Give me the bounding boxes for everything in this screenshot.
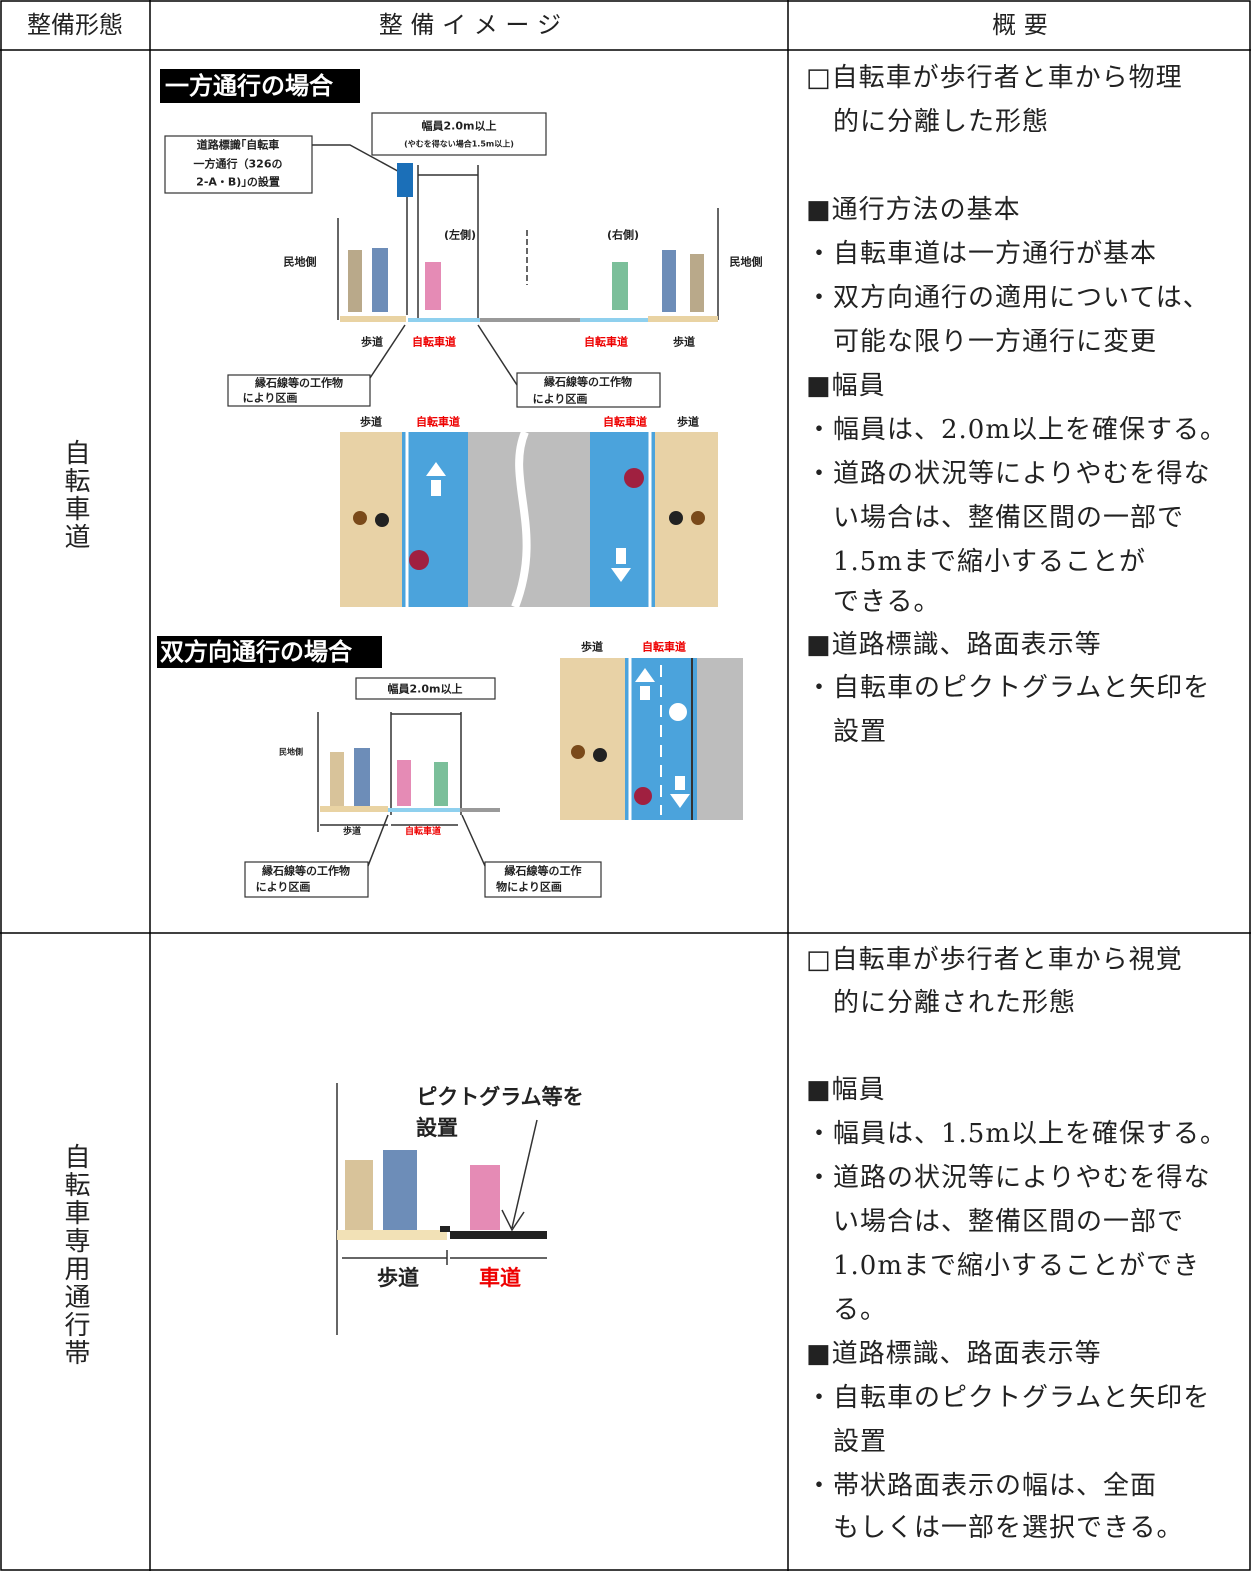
- diagram-label: (左側): [444, 228, 476, 242]
- summary-line: 設置: [833, 1427, 887, 1457]
- diagram-label: 縁石線等の工作: [505, 864, 582, 878]
- summary-line: 的に分離した形態: [833, 107, 1049, 137]
- summary-line: 可能な限り一方通行に変更: [833, 327, 1157, 357]
- summary-line: ・双方向通行の適用については、: [806, 283, 1210, 313]
- diagram-label: 2-A・B)｣の設置: [196, 175, 280, 189]
- summary-line: ・自転車道は一方通行が基本: [806, 239, 1157, 269]
- diagram-lane: ピクトグラム等を 設置 歩道 車道: [336, 1083, 584, 1335]
- diagram-label: 自転車道: [603, 415, 647, 429]
- diagram-label: 民地側: [730, 255, 763, 269]
- summary-line: ・幅員は、1.5m以上を確保する。: [806, 1119, 1227, 1149]
- summary-line: □自転車が歩行者と車から物理: [806, 63, 1183, 93]
- header-cell: 概 要: [992, 11, 1048, 39]
- summary-line: ■道路標識、路面表示等: [806, 630, 1102, 660]
- summary-line: 1.5mまで縮小することが: [833, 547, 1146, 577]
- diagram-label: 歩道: [361, 335, 383, 349]
- summary-line: ■通行方法の基本: [806, 195, 1021, 225]
- diagram-label: 一方通行（326の: [194, 157, 283, 171]
- summary-line: もしくは一部を選択できる。: [833, 1513, 1183, 1543]
- diagram-label: 歩道: [673, 335, 695, 349]
- diagram-label: 自転車道: [642, 640, 686, 654]
- diagram-two-way: 双方向通行の場合 幅員2.0m以上 民地側 歩道 自転車道 縁石線等の工作物 に…: [157, 636, 743, 898]
- diagram-label: 民地側: [284, 255, 317, 269]
- diagram-label: 歩道: [677, 415, 699, 429]
- summary-line: ・自転車のピクトグラムと矢印を: [806, 1383, 1210, 1413]
- diagram-one-way: 一方通行の場合 道路標識｢自転車 一方通行（326の 2-A・B)｣の設置 幅員…: [160, 69, 763, 609]
- diagram-label: 縁石線等の工作物: [262, 864, 350, 878]
- summary-line: 的に分離された形態: [833, 988, 1076, 1018]
- summary-line: ・幅員は、2.0m以上を確保する。: [806, 415, 1227, 445]
- diagram-label: 自転車道: [584, 335, 628, 349]
- summary-line: ■幅員: [806, 1075, 886, 1105]
- diagram-label: 民地側: [279, 747, 303, 757]
- diagram-label: により区画: [256, 881, 311, 894]
- summary-line: る。: [833, 1295, 887, 1325]
- diagram-title: 一方通行の場合: [165, 72, 334, 100]
- diagram-label: (やむを得ない場合1.5m以上): [404, 139, 514, 149]
- header-cell: 整備形態: [27, 11, 123, 39]
- form-cell: 自転車道: [60, 439, 90, 551]
- summary-line: できる。: [833, 587, 940, 617]
- header-cell: 整 備 イ メ ー ジ: [379, 11, 561, 39]
- diagram-label: 自転車道: [412, 335, 456, 349]
- diagram-label: により区画: [243, 392, 298, 405]
- summary-line: ・道路の状況等によりやむを得な: [806, 1163, 1210, 1193]
- summary-line: 設置: [833, 717, 887, 747]
- summary-line: ・道路の状況等によりやむを得な: [806, 459, 1210, 489]
- diagram-label: 歩道: [377, 1266, 419, 1290]
- diagram-label: 縁石線等の工作物: [255, 376, 343, 390]
- summary-line: ■幅員: [806, 371, 886, 401]
- diagram-title: 双方向通行の場合: [160, 638, 353, 666]
- diagram-label: 自転車道: [405, 825, 441, 837]
- diagram-label: 自転車道: [416, 415, 460, 429]
- summary-line: 1.0mまで縮小することができ: [833, 1251, 1200, 1281]
- summary-line: □自転車が歩行者と車から視覚: [806, 945, 1183, 975]
- diagram-label: 歩道: [360, 415, 382, 429]
- diagram-label: 物により区画: [496, 880, 562, 894]
- summary-line: い場合は、整備区間の一部で: [833, 503, 1184, 533]
- diagram-label: ピクトグラム等を: [416, 1085, 583, 1109]
- diagram-label: (右側): [607, 228, 639, 242]
- diagram-label: 幅員2.0m以上: [388, 682, 463, 696]
- diagram-label: 幅員2.0m以上: [422, 119, 497, 133]
- diagram-label: 設置: [416, 1116, 458, 1140]
- summary-line: ■道路標識、路面表示等: [806, 1339, 1102, 1369]
- diagram-label: 歩道: [581, 640, 603, 654]
- diagram-label: 縁石線等の工作物: [544, 375, 632, 389]
- summary-line: ・自転車のピクトグラムと矢印を: [806, 673, 1210, 703]
- diagram-label: 道路標識｢自転車: [197, 138, 280, 152]
- diagram-label: 歩道: [343, 825, 361, 837]
- summary-line: ・帯状路面表示の幅は、全面: [806, 1471, 1157, 1501]
- form-cell: 自転車専用通行帯: [60, 1143, 90, 1367]
- diagram-label: 車道: [479, 1266, 521, 1290]
- diagram-label: により区画: [533, 393, 588, 406]
- summary-line: い場合は、整備区間の一部で: [833, 1207, 1184, 1237]
